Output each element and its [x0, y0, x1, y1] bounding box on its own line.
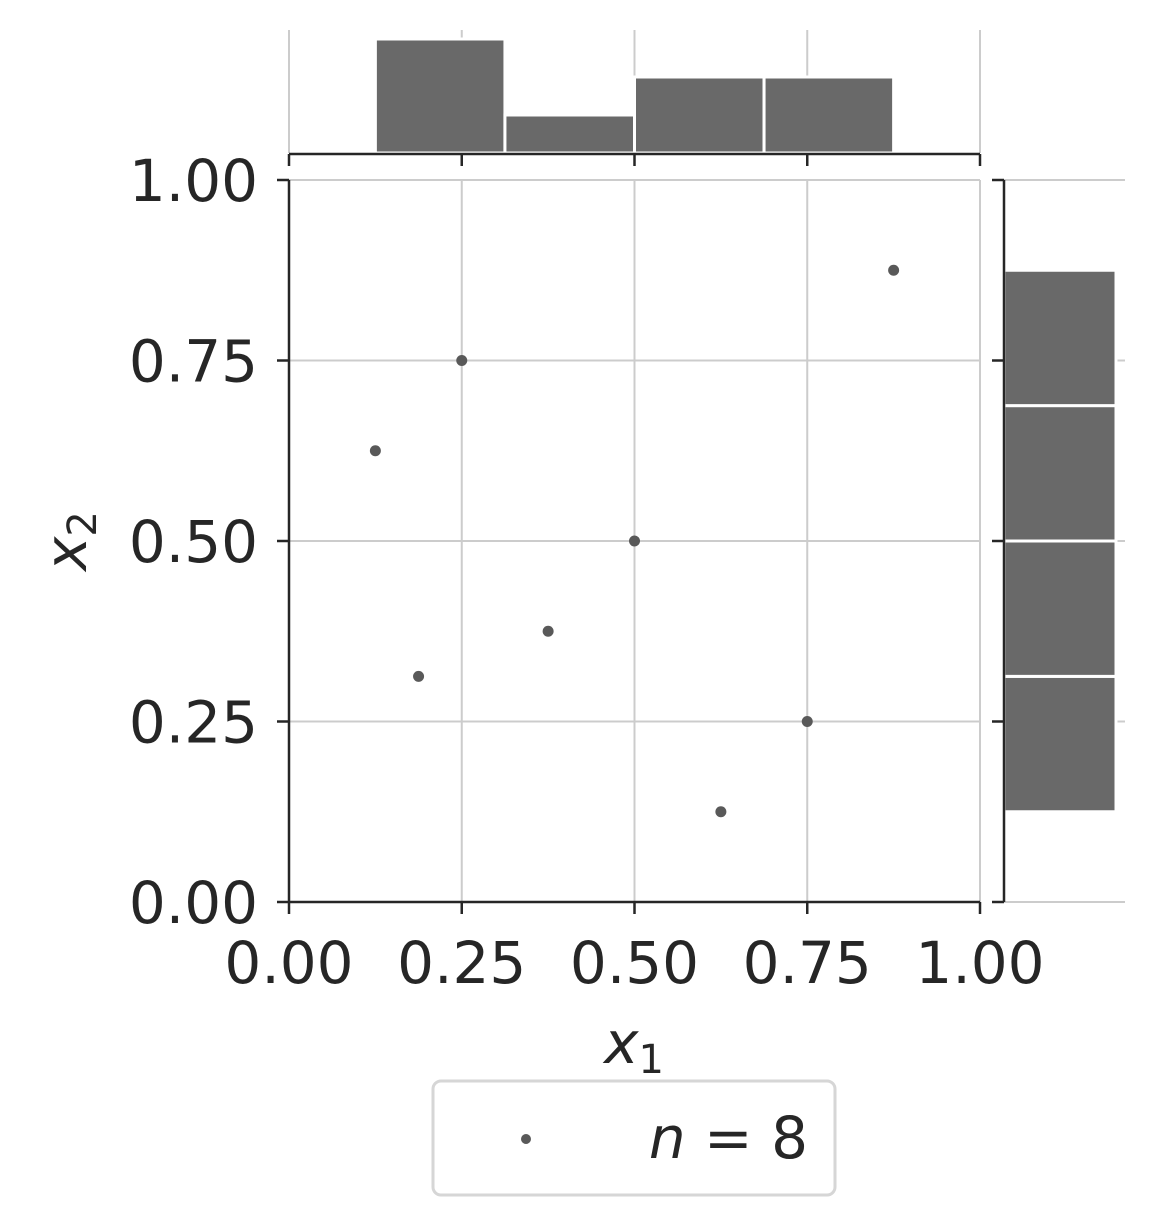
scatter-point-6	[801, 716, 813, 727]
right-marginal-histogram	[1002, 268, 1118, 814]
y-tick-label-0: 0.00	[129, 869, 258, 937]
legend-label: n = 8	[649, 1104, 808, 1172]
x-tick-label-0: 0.00	[224, 929, 353, 997]
y-tick-label-1: 0.25	[129, 689, 258, 757]
right-hist-bar-2	[1002, 404, 1118, 543]
right-hist-bar-0	[1002, 674, 1118, 814]
x-axis-label: x1	[602, 1009, 664, 1083]
scatter-point-1	[413, 670, 425, 682]
legend-label-var: n	[649, 1104, 686, 1172]
right-hist-bar-1	[1002, 539, 1118, 678]
y-axis-label-subscript: 2	[60, 511, 106, 536]
top-hist-bar-0	[373, 37, 507, 155]
scatter-point-4	[629, 535, 640, 547]
scatter-point-0	[369, 445, 381, 457]
x-tick-label-1: 0.25	[397, 929, 526, 997]
x-axis-label-base: x	[602, 1009, 639, 1077]
top-hist-bar-3	[762, 75, 896, 155]
right-hist-bar-3	[1002, 268, 1118, 408]
y-axis-label: x2	[32, 511, 106, 573]
top-hist-bar-2	[633, 75, 766, 155]
x-tick-label-2: 0.50	[570, 929, 699, 997]
legend-marker	[521, 1134, 531, 1144]
legend-box	[431, 1079, 837, 1197]
y-tick-label-2: 0.50	[129, 508, 258, 576]
top-marginal-histogram	[373, 37, 896, 155]
legend: n = 8	[431, 1079, 837, 1197]
y-tick-label-4: 1.00	[129, 147, 258, 215]
x-tick-label-3: 0.75	[743, 929, 872, 997]
scatter-points	[369, 264, 900, 818]
scatter-point-5	[715, 806, 727, 818]
axis-ticks: 0.00 0.25 0.50 0.75 1.00 0.00 0.25 0.50 0.75 1.00	[129, 147, 1045, 997]
scatter-point-7	[888, 264, 900, 276]
y-tick-label-3: 0.75	[129, 328, 258, 396]
scatter-point-3	[542, 625, 554, 637]
y-axis-label-base: x	[32, 536, 100, 573]
legend-label-value: 8	[771, 1104, 808, 1172]
top-hist-bar-1	[503, 113, 636, 155]
x-axis-label-subscript: 1	[638, 1037, 663, 1083]
x-tick-label-4: 1.00	[915, 929, 1044, 997]
scatter-point-2	[456, 355, 468, 366]
